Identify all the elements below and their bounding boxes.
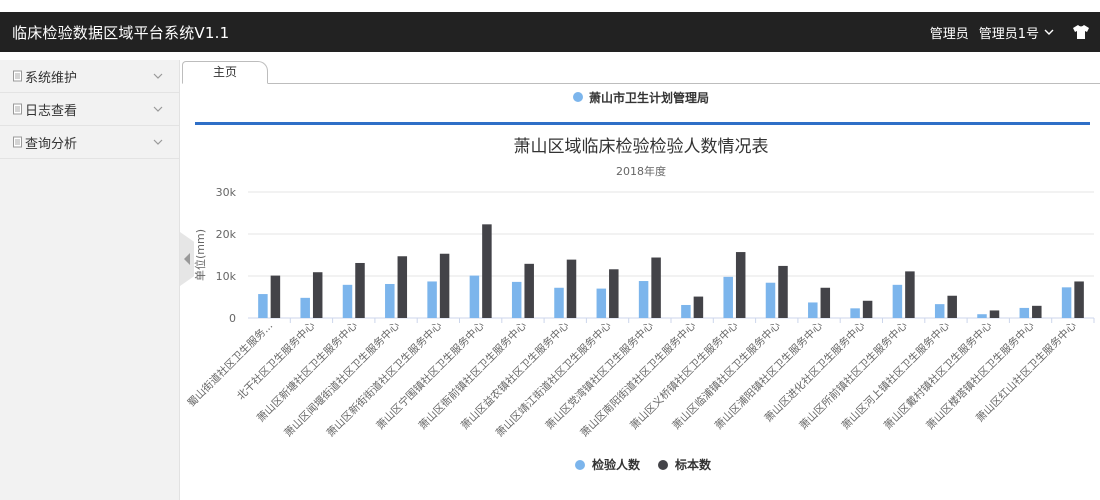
sidebar-item-system-maintenance[interactable]: 系统维护	[0, 60, 179, 93]
legend-label: 标本数	[674, 457, 712, 472]
y-tick-label: 20k	[216, 228, 237, 241]
bar-inspection-count	[596, 288, 607, 318]
bar-specimen-count	[989, 310, 1000, 318]
bar-specimen-count	[735, 252, 746, 318]
org-filter-label: 萧山市卫生计划管理局	[588, 90, 709, 105]
bar-inspection-count	[1019, 307, 1030, 318]
bar-specimen-count	[1074, 281, 1084, 318]
chevron-down-icon	[153, 106, 163, 112]
theme-shirt-icon[interactable]	[1072, 24, 1090, 40]
tab-bar: 主页	[182, 60, 1100, 84]
bar-inspection-count	[342, 284, 353, 318]
y-axis-title: 单位(mm)	[193, 229, 207, 281]
app-title: 临床检验数据区域平台系统V1.1	[12, 23, 230, 42]
bar-inspection-count	[850, 308, 860, 318]
bar-inspection-count	[808, 302, 818, 318]
x-tick-label: 蜀山街道社区卫生服务...	[185, 319, 276, 410]
chart-subtitle: 2018年度	[616, 165, 666, 178]
sidebar-item-label: 日志查看	[25, 103, 78, 119]
bar-specimen-count	[355, 262, 365, 318]
tab-home[interactable]: 主页	[182, 61, 268, 84]
bar-inspection-count	[427, 281, 437, 318]
sidebar-item-log-view[interactable]: 日志查看	[0, 93, 179, 126]
bar-specimen-count	[270, 275, 281, 318]
top-navbar: 临床检验数据区域平台系统V1.1 管理员 管理员1号	[0, 12, 1100, 52]
sidebar-item-label: 查询分析	[25, 136, 78, 152]
bar-inspection-count	[723, 276, 733, 318]
document-icon	[13, 136, 22, 148]
bar-specimen-count	[609, 269, 619, 318]
legend-dot-icon	[572, 92, 583, 102]
bar-specimen-count	[566, 259, 577, 318]
chart-title: 萧山区域临床检验检验人数情况表	[513, 137, 769, 157]
bar-inspection-count	[511, 281, 522, 318]
bar-inspection-count	[934, 304, 945, 318]
bar-inspection-count	[977, 314, 987, 318]
bar-specimen-count	[397, 256, 408, 318]
user-role: 管理员	[929, 26, 969, 42]
bar-chart: 010k20k30k单位(mm)蜀山街道社区卫生服务...北干社区卫生服务中心萧…	[185, 186, 1095, 472]
bar-inspection-count	[300, 297, 310, 318]
x-tick-label: 北干社区卫生服务中心	[234, 319, 318, 403]
chevron-down-icon	[153, 139, 163, 145]
legend-marker	[575, 460, 585, 470]
user-menu[interactable]: 管理员1号	[979, 23, 1054, 42]
bar-inspection-count	[258, 294, 268, 318]
bar-inspection-count	[385, 283, 395, 318]
bar-specimen-count	[439, 253, 450, 318]
bar-specimen-count	[905, 271, 915, 318]
y-tick-label: 0	[229, 312, 236, 325]
org-filter[interactable]: 萧山市卫生计划管理局	[182, 86, 1100, 108]
bar-specimen-count	[693, 296, 704, 318]
sidebar-collapse-handle[interactable]	[180, 232, 194, 286]
document-icon	[13, 103, 22, 115]
bar-specimen-count	[651, 257, 661, 318]
bar-inspection-count	[681, 304, 691, 318]
chevron-left-icon	[184, 253, 190, 265]
bar-specimen-count	[1032, 305, 1042, 318]
chevron-down-icon	[153, 73, 163, 79]
bar-inspection-count	[892, 284, 903, 318]
bar-specimen-count	[820, 287, 831, 318]
bar-specimen-count	[524, 263, 534, 318]
legend-marker	[658, 460, 668, 470]
y-tick-label: 30k	[216, 186, 237, 199]
bar-specimen-count	[482, 224, 492, 318]
header-user-area: 管理员 管理员1号	[930, 23, 1100, 42]
y-tick-label: 10k	[216, 270, 237, 283]
document-icon	[13, 70, 22, 82]
bar-specimen-count	[312, 272, 323, 318]
user-name: 管理员1号	[978, 26, 1039, 42]
bar-specimen-count	[947, 295, 957, 318]
chevron-down-icon	[1044, 29, 1054, 35]
sidebar-item-query-analysis[interactable]: 查询分析	[0, 126, 179, 159]
bar-specimen-count	[862, 300, 873, 318]
legend-label: 检验人数	[592, 457, 641, 472]
divider	[195, 122, 1090, 125]
bar-inspection-count	[1061, 287, 1072, 318]
bar-inspection-count	[554, 287, 564, 318]
bar-inspection-count	[469, 275, 480, 318]
sidebar: 系统维护 日志查看 查询分析	[0, 60, 180, 500]
bar-inspection-count	[765, 282, 776, 318]
sidebar-item-label: 系统维护	[25, 70, 78, 86]
bar-inspection-count	[638, 281, 649, 318]
bar-specimen-count	[778, 265, 788, 318]
